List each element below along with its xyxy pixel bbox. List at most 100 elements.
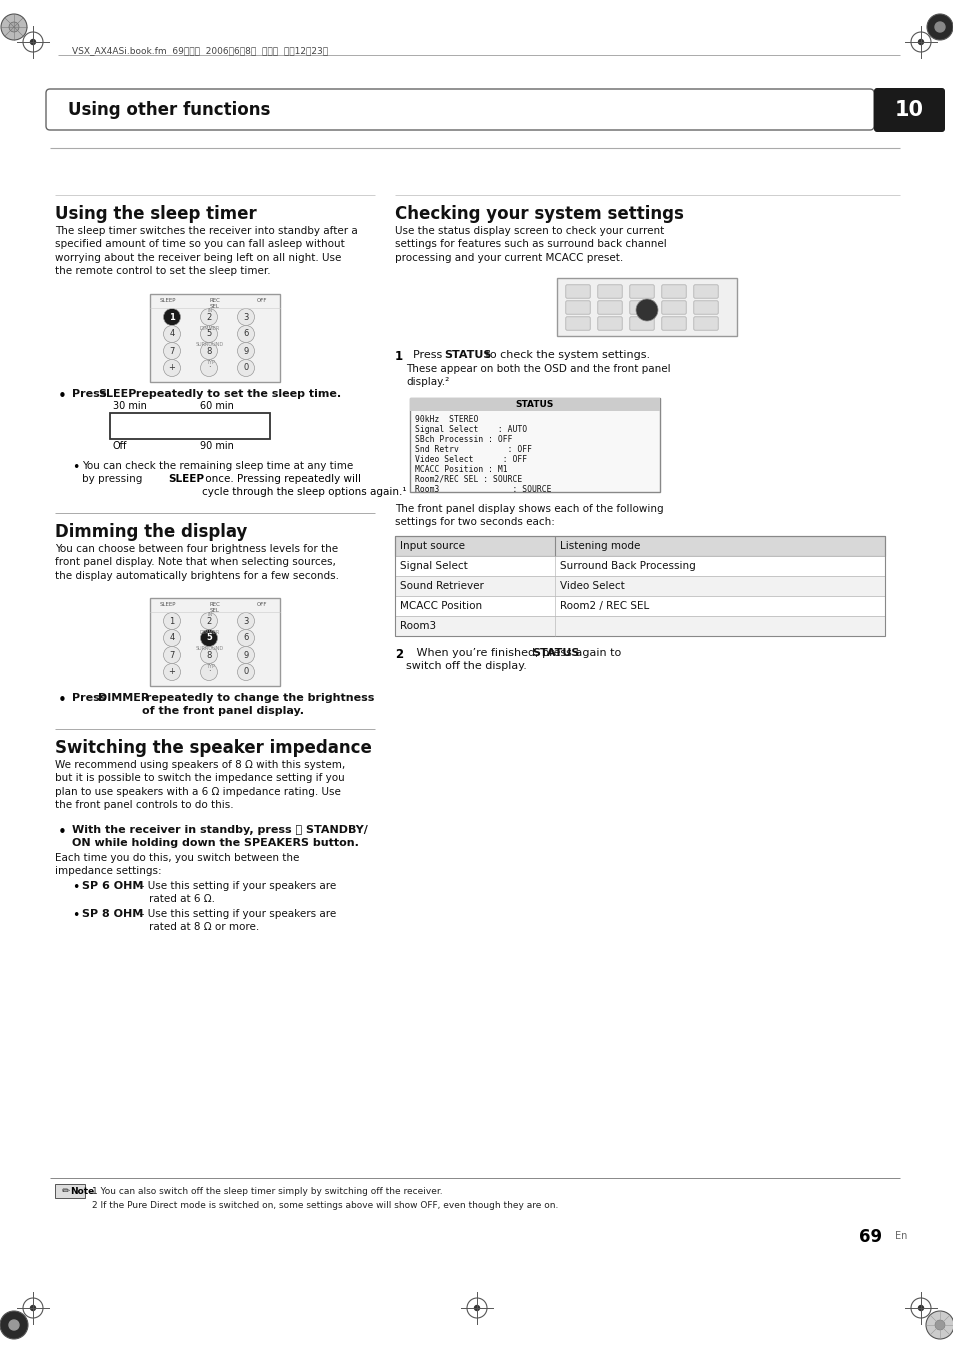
Text: Snd Retrv          : OFF: Snd Retrv : OFF <box>415 444 532 454</box>
Text: TYP: TYP <box>205 663 214 669</box>
Text: 30 min: 30 min <box>112 401 147 411</box>
Text: 7: 7 <box>169 346 174 355</box>
Bar <box>395 596 884 616</box>
Circle shape <box>1 14 27 41</box>
FancyBboxPatch shape <box>661 285 685 299</box>
Text: Press: Press <box>71 389 111 399</box>
Circle shape <box>934 1320 944 1329</box>
Text: SURROUND: SURROUND <box>195 647 224 651</box>
Text: switch off the display.: switch off the display. <box>406 661 526 671</box>
Text: 3: 3 <box>243 616 249 626</box>
Circle shape <box>237 359 254 377</box>
Text: MCACC Position : M1: MCACC Position : M1 <box>415 465 507 474</box>
FancyBboxPatch shape <box>598 316 621 330</box>
Circle shape <box>163 343 180 359</box>
Text: 4: 4 <box>170 330 174 339</box>
Circle shape <box>200 343 217 359</box>
Circle shape <box>9 22 19 32</box>
Circle shape <box>237 343 254 359</box>
Circle shape <box>30 39 35 45</box>
Bar <box>395 557 884 576</box>
Text: to check the system settings.: to check the system settings. <box>481 350 649 359</box>
Text: Input source: Input source <box>399 540 464 551</box>
Text: The front panel display shows each of the following
settings for two seconds eac: The front panel display shows each of th… <box>395 504 663 527</box>
FancyBboxPatch shape <box>873 88 944 132</box>
Text: Sound Retriever: Sound Retriever <box>399 581 483 590</box>
Circle shape <box>934 22 944 32</box>
Text: 1: 1 <box>395 350 403 363</box>
Text: ✏: ✏ <box>62 1186 71 1196</box>
Text: once. Pressing repeatedly will
cycle through the sleep options again.¹: once. Pressing repeatedly will cycle thr… <box>202 474 406 497</box>
Text: Use the status display screen to check your current
settings for features such a: Use the status display screen to check y… <box>395 226 666 262</box>
Text: DIMMER: DIMMER <box>200 630 220 635</box>
Circle shape <box>163 647 180 663</box>
Text: DIMMER: DIMMER <box>98 693 150 703</box>
FancyBboxPatch shape <box>629 316 654 330</box>
Bar <box>395 536 884 557</box>
Text: Dimming the display: Dimming the display <box>55 523 247 540</box>
Circle shape <box>163 630 180 647</box>
Text: Video Select: Video Select <box>559 581 624 590</box>
Text: Room2 / REC SEL: Room2 / REC SEL <box>559 601 649 611</box>
Text: Using other functions: Using other functions <box>68 101 270 119</box>
Circle shape <box>163 359 180 377</box>
Text: REC
SEL: REC SEL <box>210 603 220 613</box>
Text: IN: IN <box>207 308 213 313</box>
Circle shape <box>163 612 180 630</box>
Text: repeatedly to change the brightness
of the front panel display.: repeatedly to change the brightness of t… <box>142 693 374 716</box>
Text: 1 You can also switch off the sleep timer simply by switching off the receiver.: 1 You can also switch off the sleep time… <box>91 1186 442 1196</box>
Text: 69: 69 <box>858 1228 882 1246</box>
Text: The sleep timer switches the receiver into standby after a
specified amount of t: The sleep timer switches the receiver in… <box>55 226 357 276</box>
Text: 2: 2 <box>206 616 212 626</box>
Text: REC
SEL: REC SEL <box>210 299 220 309</box>
Text: 2: 2 <box>206 312 212 322</box>
Text: repeatedly to set the sleep time.: repeatedly to set the sleep time. <box>132 389 341 399</box>
Text: 90 min: 90 min <box>200 440 233 451</box>
Text: •: • <box>58 389 67 404</box>
Text: +: + <box>169 363 175 373</box>
Text: 6: 6 <box>243 330 249 339</box>
Circle shape <box>918 1305 923 1310</box>
Text: SBch Processin : OFF: SBch Processin : OFF <box>415 435 512 444</box>
Bar <box>557 278 737 336</box>
Circle shape <box>200 308 217 326</box>
FancyBboxPatch shape <box>565 285 590 299</box>
Text: SURROUND: SURROUND <box>195 343 224 347</box>
FancyBboxPatch shape <box>598 285 621 299</box>
Text: IN: IN <box>207 612 213 617</box>
Text: Room3: Room3 <box>399 621 436 631</box>
Text: Surround Back Processing: Surround Back Processing <box>559 561 695 571</box>
Text: OFF: OFF <box>256 603 267 607</box>
Text: TYP: TYP <box>205 359 214 365</box>
FancyBboxPatch shape <box>46 89 873 130</box>
Circle shape <box>200 359 217 377</box>
FancyBboxPatch shape <box>565 301 590 315</box>
Text: 5: 5 <box>206 330 212 339</box>
Text: again to: again to <box>572 648 620 658</box>
Text: 8: 8 <box>206 346 212 355</box>
Text: 10: 10 <box>894 100 923 120</box>
Circle shape <box>237 308 254 326</box>
Circle shape <box>636 299 658 322</box>
Text: 9: 9 <box>243 346 249 355</box>
Text: With the receiver in standby, press ⏻ STANDBY/
ON while holding down the SPEAKER: With the receiver in standby, press ⏻ ST… <box>71 825 368 848</box>
Text: Using the sleep timer: Using the sleep timer <box>55 205 256 223</box>
Text: You can check the remaining sleep time at any time
by pressing: You can check the remaining sleep time a… <box>82 461 353 485</box>
FancyBboxPatch shape <box>565 316 590 330</box>
Text: Video Select      : OFF: Video Select : OFF <box>415 455 527 463</box>
Text: ·: · <box>208 667 210 677</box>
FancyBboxPatch shape <box>693 316 718 330</box>
Circle shape <box>163 308 180 326</box>
Text: •: • <box>71 881 79 894</box>
Text: 6: 6 <box>243 634 249 643</box>
Text: 4: 4 <box>170 634 174 643</box>
Text: We recommend using speakers of 8 Ω with this system,
but it is possible to switc: We recommend using speakers of 8 Ω with … <box>55 761 345 811</box>
Text: SP 6 OHM: SP 6 OHM <box>82 881 143 892</box>
Text: Checking your system settings: Checking your system settings <box>395 205 683 223</box>
Bar <box>410 399 659 492</box>
Text: 7: 7 <box>169 650 174 659</box>
Circle shape <box>237 612 254 630</box>
FancyBboxPatch shape <box>598 301 621 315</box>
Bar <box>150 295 280 382</box>
Text: STATUS: STATUS <box>443 350 491 359</box>
